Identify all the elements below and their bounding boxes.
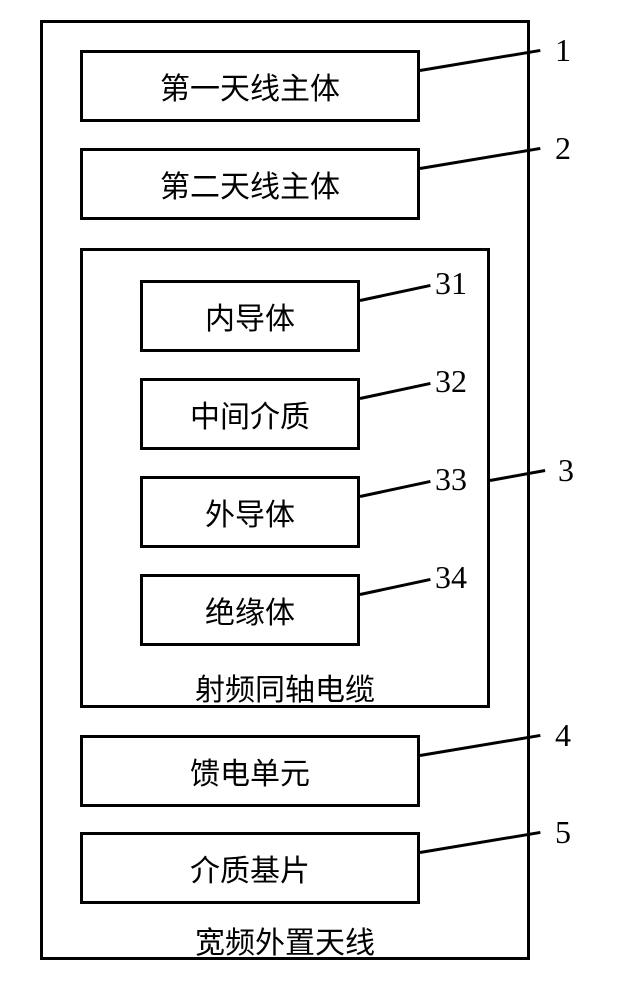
block2-label: 第二天线主体 — [160, 162, 340, 206]
block-insulator: 绝缘体 — [140, 574, 360, 646]
ref-2: 2 — [555, 130, 571, 167]
block-middle-dielectric: 中间介质 — [140, 378, 360, 450]
ref-31: 31 — [435, 265, 467, 302]
block33-label: 外导体 — [205, 490, 295, 534]
block5-label: 介质基片 — [190, 846, 310, 890]
ref-5: 5 — [555, 814, 571, 851]
block31-label: 内导体 — [205, 294, 295, 338]
block34-label: 绝缘体 — [205, 588, 295, 632]
block3-caption: 射频同轴电缆 — [195, 665, 375, 709]
ref-34: 34 — [435, 559, 467, 596]
ref-3: 3 — [558, 452, 574, 489]
block1-label: 第一天线主体 — [160, 64, 340, 108]
block4-label: 馈电单元 — [190, 749, 310, 793]
ref-1: 1 — [555, 32, 571, 69]
block32-label: 中间介质 — [190, 392, 310, 436]
outer-caption: 宽频外置天线 — [195, 918, 375, 962]
block-first-antenna: 第一天线主体 — [80, 50, 420, 122]
diagram-canvas: 宽频外置天线 第一天线主体 1 第二天线主体 2 射频同轴电缆 3 内导体 31… — [0, 0, 630, 1000]
ref-4: 4 — [555, 717, 571, 754]
ref-33: 33 — [435, 461, 467, 498]
ref-32: 32 — [435, 363, 467, 400]
block-feed-unit: 馈电单元 — [80, 735, 420, 807]
block-outer-conductor: 外导体 — [140, 476, 360, 548]
block-second-antenna: 第二天线主体 — [80, 148, 420, 220]
block-dielectric-substrate: 介质基片 — [80, 832, 420, 904]
block-inner-conductor: 内导体 — [140, 280, 360, 352]
